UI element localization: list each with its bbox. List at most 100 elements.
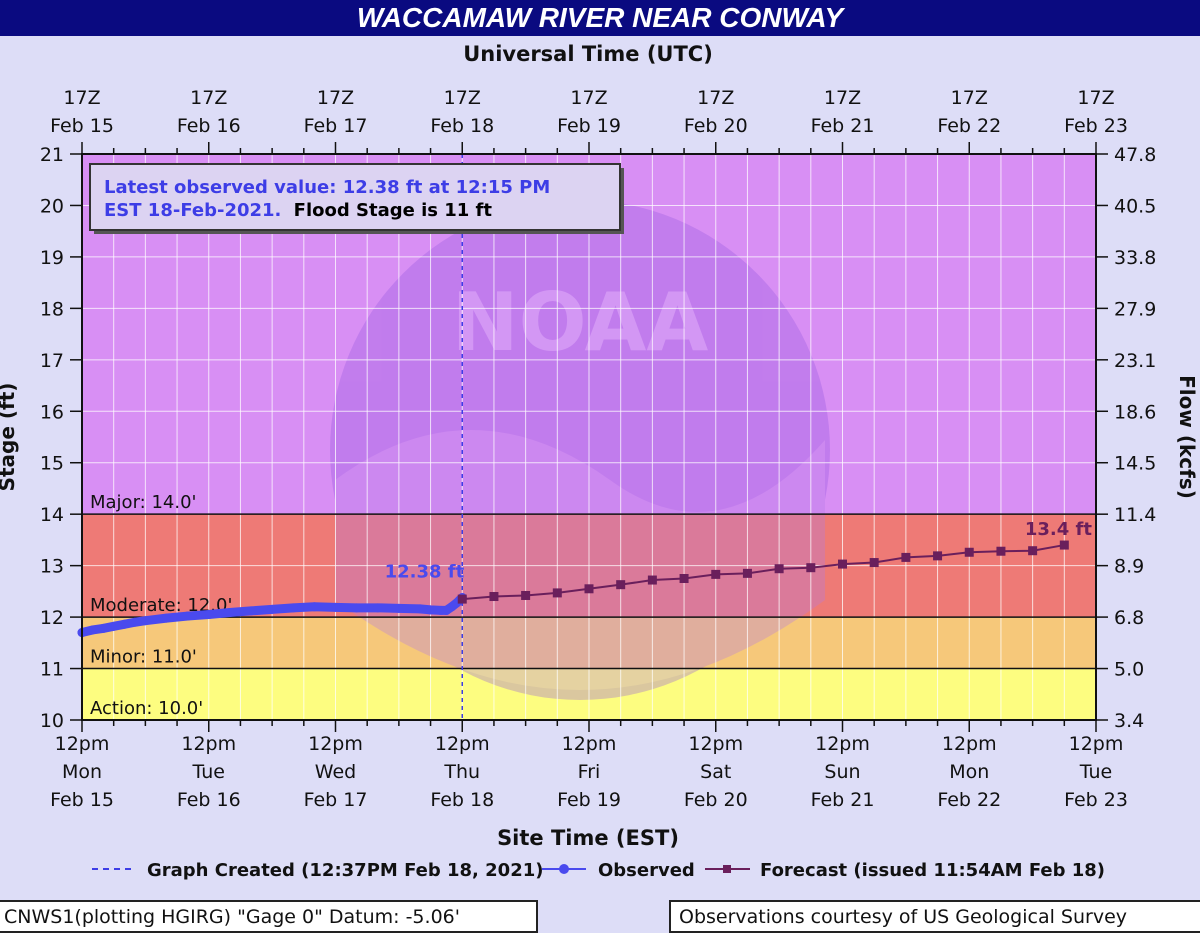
legend-forecast-marker [723, 865, 731, 873]
y2-tick-label: 40.5 [1114, 195, 1156, 217]
y-tick-label: 17 [40, 350, 64, 372]
x-top-tick-label-time: 17Z [1077, 87, 1114, 109]
x-top-tick-label-time: 17Z [697, 87, 734, 109]
x-tick-label-date: Feb 19 [557, 789, 621, 811]
forecast-point [647, 575, 657, 585]
observed-point [183, 611, 193, 621]
observed-point [373, 603, 383, 613]
series-layer: 12.38 ft 13.4 ft [77, 519, 1093, 638]
x-tick-label-day: Wed [315, 761, 356, 783]
observed-latest-label: 12.38 ft [385, 562, 465, 583]
forecast-point [838, 559, 847, 569]
y-tick-label: 12 [40, 607, 64, 629]
x-tick-label-time: 12pm [1069, 733, 1124, 755]
forecast-final-label: 13.4 ft [1025, 519, 1093, 540]
forecast-point [901, 552, 911, 562]
y-tick-label: 19 [40, 247, 64, 269]
observed-point [394, 603, 404, 613]
y-tick-label: 20 [40, 195, 64, 217]
y-tick-label: 14 [40, 504, 64, 526]
forecast-point [584, 584, 594, 594]
y2-tick-label: 6.8 [1114, 607, 1144, 629]
forecast-point [616, 580, 626, 590]
info-line-2: EST 18-Feb-2021. Flood Stage is 11 ft [104, 200, 492, 221]
y2-axis-title: Flow (kcfs) [1175, 375, 1199, 499]
info-box [89, 163, 621, 231]
x-tick-label-time: 12pm [942, 733, 997, 755]
x-top-tick-label-date: Feb 23 [1064, 115, 1128, 137]
legend-observed-label: Observed [598, 860, 695, 881]
info-box-layer: Latest observed value: 12.38 ft at 12:15… [89, 163, 624, 234]
forecast-point [1028, 546, 1038, 556]
y2-tick-label: 5.0 [1114, 659, 1144, 681]
observed-point [140, 616, 150, 626]
band-label-minor: Minor: 11.0' [90, 647, 197, 668]
observed-point [109, 621, 119, 631]
credit-note: Observations courtesy of US Geological S… [669, 900, 1200, 933]
y2-tick-label: 33.8 [1114, 247, 1156, 269]
x-tick-label-time: 12pm [688, 733, 743, 755]
forecast-point [964, 547, 974, 557]
x-tick-label-date: Feb 16 [177, 789, 241, 811]
x-tick-label-time: 12pm [55, 733, 110, 755]
info-line-2-date: EST 18-Feb-2021. [104, 200, 281, 221]
forecast-point [996, 546, 1006, 556]
axes: 10 11 12 13 14 15 16 17 18 19 20 21 3.4 5.0 6.8 8.9 11.4… [40, 87, 1157, 811]
observed-point [88, 625, 98, 635]
x-top-tick-label-date: Feb 19 [557, 115, 621, 137]
forecast-series-line [462, 544, 1065, 601]
x-tick-label-time: 12pm [181, 733, 236, 755]
x-top-tick-label-date: Feb 16 [177, 115, 241, 137]
observed-point [246, 606, 256, 616]
y2-tick-label: 47.8 [1114, 144, 1156, 166]
observed-point [204, 610, 214, 620]
forecast-point [489, 592, 499, 602]
x-tick-label-date: Feb 23 [1064, 789, 1128, 811]
y-tick-label: 11 [40, 659, 64, 681]
x-tick-label-time: 12pm [562, 733, 617, 755]
observed-point [225, 607, 235, 617]
legend-observed-marker [559, 864, 569, 874]
y-tick-label: 16 [40, 401, 64, 423]
x-axis-title: Site Time (EST) [497, 826, 679, 850]
axis-titles: Universal Time (UTC) Site Time (EST) Sta… [0, 42, 1199, 850]
observed-point [98, 623, 108, 633]
y-tick-label: 21 [40, 144, 64, 166]
hydrograph-chart: NOAA Action: 10.0' Minor: 11.0' Moderate: … [0, 42, 1199, 881]
x-tick-label-date: Feb 15 [50, 789, 114, 811]
x-top-tick-label-time: 17Z [951, 87, 988, 109]
observed-point [309, 602, 319, 612]
y2-tick-label: 8.9 [1114, 556, 1144, 578]
forecast-point [806, 563, 816, 573]
x-tick-label-date: Feb 17 [304, 789, 368, 811]
observed-point [331, 602, 340, 612]
y2-tick-label: 3.4 [1114, 710, 1144, 732]
y2-tick-label: 27.9 [1114, 298, 1156, 320]
x-tick-label-time: 12pm [308, 733, 363, 755]
forecast-point [869, 558, 879, 568]
x-top-tick-label-date: Feb 18 [430, 115, 494, 137]
x-top-tick-label-date: Feb 15 [50, 115, 114, 137]
datum-note: CNWS1(plotting HGIRG) "Gage 0" Datum: -5… [0, 900, 538, 933]
y-tick-label: 13 [40, 556, 64, 578]
x-tick-label-day: Sun [824, 761, 860, 783]
observed-point [162, 613, 171, 623]
x-top-tick-label-time: 17Z [317, 87, 354, 109]
noaa-watermark: NOAA [330, 200, 830, 700]
x-tick-label-date: Feb 18 [430, 789, 494, 811]
y2-tick-label: 23.1 [1114, 350, 1156, 372]
x-top-tick-label-date: Feb 21 [811, 115, 875, 137]
x-top-tick-label-date: Feb 17 [304, 115, 368, 137]
grid-lines [81, 153, 1097, 721]
x-tick-label-time: 12pm [435, 733, 490, 755]
y2-tick-label: 14.5 [1114, 453, 1156, 475]
forecast-point [742, 568, 752, 578]
x-tick-label-date: Feb 20 [684, 789, 748, 811]
info-line-1: Latest observed value: 12.38 ft at 12:15… [104, 177, 550, 198]
forecast-point [552, 588, 562, 598]
observed-point [130, 617, 140, 627]
forecast-point [1059, 540, 1069, 550]
x-tick-label-time: 12pm [815, 733, 870, 755]
observed-point [426, 605, 436, 615]
x-top-tick-label-time: 17Z [570, 87, 607, 109]
